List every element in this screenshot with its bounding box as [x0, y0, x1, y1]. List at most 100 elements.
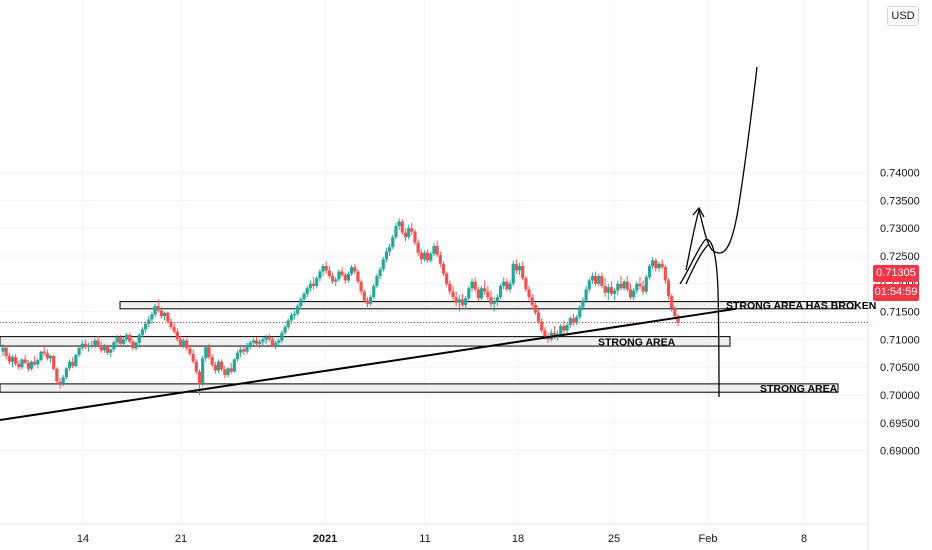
- candle: [489, 290, 493, 308]
- candle: [67, 359, 72, 371]
- candle: [1, 343, 5, 357]
- candle: [451, 286, 455, 301]
- candle: [337, 269, 341, 282]
- candle: [239, 347, 243, 358]
- current-price-tag: 0.71305: [873, 265, 919, 282]
- candle: [147, 316, 151, 328]
- candle: [473, 277, 477, 292]
- strong-area-zone[interactable]: [119, 301, 857, 310]
- candle: [372, 283, 376, 300]
- candle: [559, 323, 563, 337]
- currency-badge[interactable]: USD: [887, 6, 919, 26]
- candle: [14, 353, 18, 367]
- candle: [441, 261, 446, 277]
- candle: [156, 299, 160, 313]
- candle: [562, 320, 566, 334]
- time-axis[interactable]: 14 21 2021 11 18 25 Feb 8: [77, 533, 807, 545]
- candle: [435, 240, 439, 258]
- candle: [651, 257, 655, 270]
- candle: [527, 286, 531, 301]
- zone-label: STRONG AREA HAS BROKEN: [726, 300, 876, 312]
- candle: [20, 358, 24, 370]
- strong-area-zone[interactable]: [0, 336, 731, 347]
- candle: [280, 330, 284, 343]
- strong-area-zone[interactable]: [0, 383, 839, 393]
- candle: [628, 283, 633, 300]
- candle: [39, 350, 43, 362]
- candle: [144, 321, 148, 333]
- candle: [251, 338, 255, 348]
- candle: [210, 353, 214, 368]
- candle: [17, 360, 21, 370]
- candle: [571, 313, 576, 327]
- candle: [498, 283, 503, 300]
- price-tick-label: 0.73000: [880, 223, 920, 235]
- candle: [29, 360, 34, 371]
- candle: [594, 271, 598, 287]
- candle: [565, 322, 569, 334]
- candle: [90, 340, 94, 349]
- candle: [140, 327, 145, 338]
- candle: [277, 338, 281, 347]
- zone-label: STRONG AREA: [598, 336, 676, 348]
- candle: [508, 280, 512, 293]
- down-arrow-loop: [685, 243, 710, 285]
- projection-arrows[interactable]: [679, 66, 758, 398]
- candle: [74, 353, 78, 368]
- zones: [0, 301, 857, 393]
- candle: [445, 271, 449, 287]
- candle: [292, 310, 297, 320]
- candle: [388, 243, 392, 256]
- candle: [261, 337, 265, 345]
- candle: [492, 297, 496, 312]
- candle: [270, 337, 274, 348]
- candle: [505, 278, 509, 292]
- price-axis[interactable]: 0.740000.735000.730000.725000.720000.715…: [880, 168, 920, 458]
- candle: [48, 354, 53, 363]
- candle: [220, 359, 224, 372]
- candle: [660, 259, 664, 270]
- candle: [613, 288, 617, 301]
- candle: [204, 344, 208, 362]
- candle: [45, 349, 49, 361]
- candle: [479, 286, 484, 301]
- candle: [670, 293, 674, 312]
- candle: [359, 279, 363, 295]
- candle: [52, 354, 56, 371]
- candle: [86, 342, 91, 352]
- candle: [638, 277, 642, 290]
- candle: [112, 340, 116, 352]
- candle: [166, 311, 170, 324]
- time-tick-label: Feb: [699, 533, 718, 545]
- candle: [334, 277, 338, 287]
- candle: [521, 261, 525, 281]
- candle: [182, 338, 186, 349]
- zone-labels: STRONG AREA HAS BROKEN STRONG AREA STRONG …: [598, 300, 876, 395]
- candle: [315, 276, 319, 289]
- candle: [432, 242, 436, 256]
- candle: [381, 257, 385, 272]
- candle: [134, 341, 138, 351]
- candle: [460, 293, 465, 308]
- candle: [625, 276, 629, 292]
- candle: [606, 283, 610, 301]
- candle: [286, 318, 290, 330]
- candle: [502, 277, 506, 290]
- grid: [0, 0, 868, 524]
- candle: [397, 218, 401, 231]
- candle: [587, 278, 591, 293]
- candle: [185, 338, 189, 351]
- candle: [619, 276, 623, 291]
- candle: [647, 263, 652, 280]
- time-tick-label: 2021: [313, 533, 337, 545]
- candle: [36, 358, 40, 369]
- candle: [540, 318, 544, 333]
- candle: [644, 274, 648, 294]
- candle: [169, 318, 173, 330]
- trendline[interactable]: [0, 307, 737, 422]
- candle: [96, 336, 100, 348]
- candle: [10, 354, 15, 368]
- candle: [4, 346, 8, 360]
- candles: [1, 218, 680, 395]
